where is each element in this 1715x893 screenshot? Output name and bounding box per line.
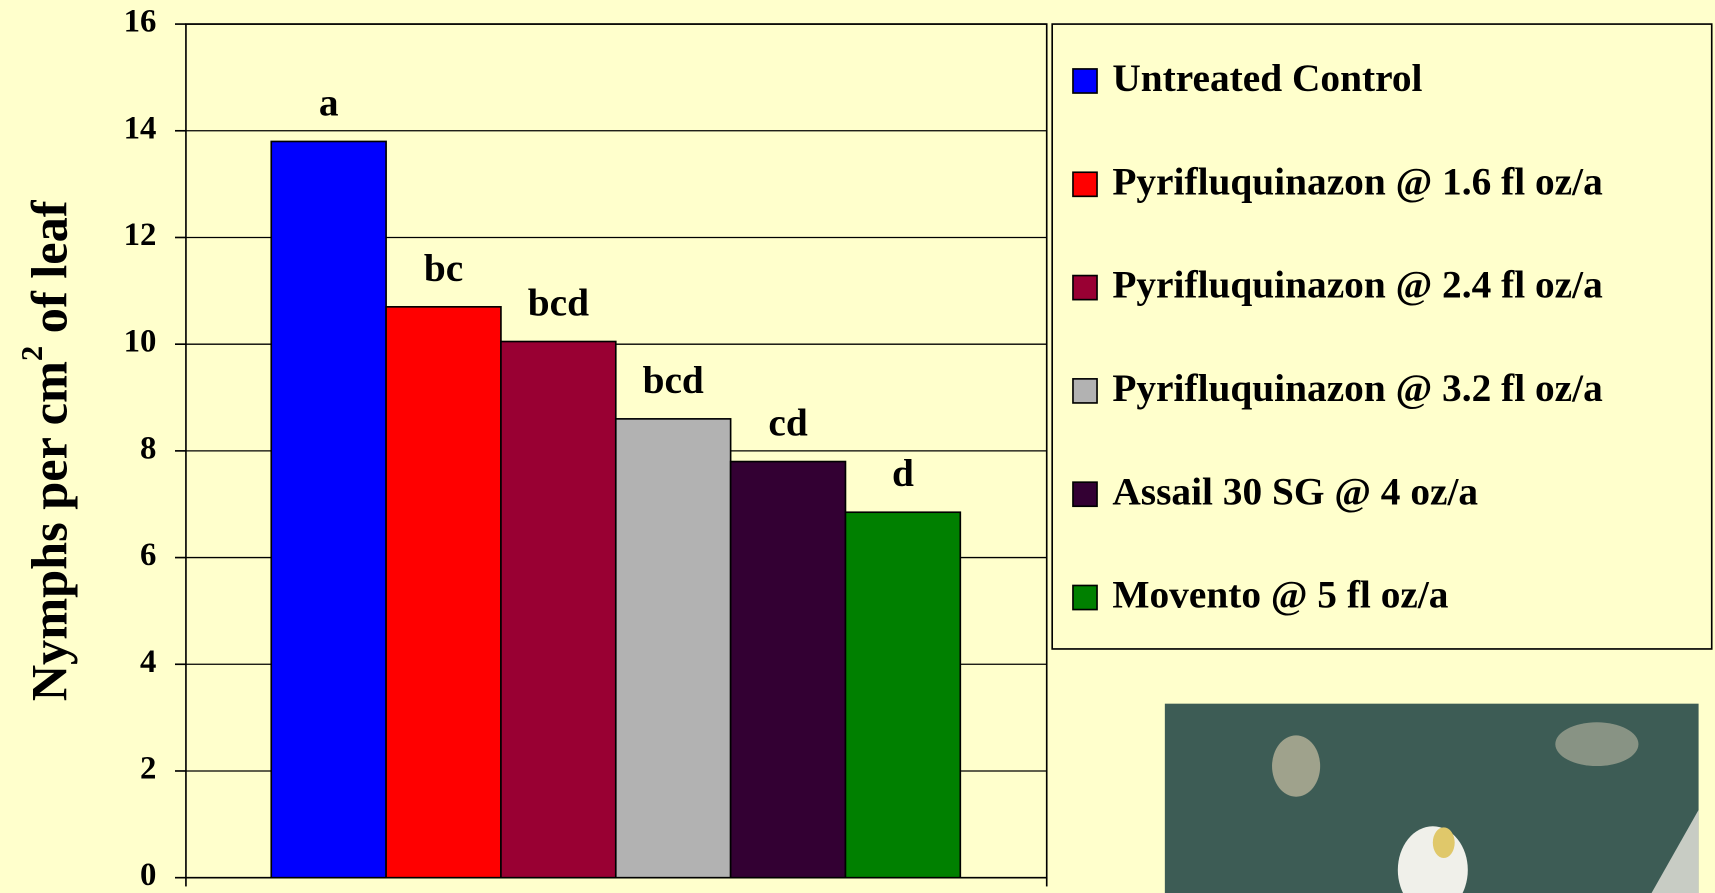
insect — [1272, 735, 1321, 797]
annotation: bcd — [528, 281, 589, 325]
bar — [844, 511, 962, 879]
legend-swatch — [1072, 378, 1098, 404]
y-tick-label: 2 — [140, 751, 156, 787]
legend-swatch — [1072, 274, 1098, 301]
y-tick-label: 0 — [140, 857, 156, 893]
bar — [729, 460, 847, 879]
y-tick-label: 12 — [124, 217, 157, 253]
leaf-vein — [1651, 809, 1699, 893]
annotation: d — [892, 451, 914, 495]
legend-label: Pyrifluquinazon @ 2.4 fl oz/a — [1112, 263, 1603, 307]
annotation: bcd — [643, 358, 704, 402]
annotation: bc — [424, 246, 463, 290]
bar — [614, 418, 732, 879]
legend-swatch — [1072, 584, 1098, 611]
y-axis-label: Nymphs per cm2 of leaf — [15, 199, 77, 701]
y-axis-label-text: of leaf — [21, 199, 77, 346]
bar — [385, 306, 502, 879]
y-axis-label-text: Nymphs per cm — [21, 361, 77, 701]
y-tick-label: 14 — [124, 110, 157, 146]
legend-label: Movento @ 5 fl oz/a — [1112, 573, 1448, 617]
y-tick-label: 4 — [140, 644, 156, 680]
legend-label: Untreated Control — [1112, 56, 1422, 100]
y-tick-label: 6 — [140, 537, 156, 573]
legend-swatch — [1072, 171, 1098, 198]
y-tick-label: 8 — [140, 430, 156, 466]
photo — [1164, 703, 1699, 893]
legend-label: Pyrifluquinazon @ 3.2 fl oz/a — [1112, 366, 1603, 410]
whitefly-body — [1432, 827, 1455, 858]
bar — [500, 340, 617, 879]
annotation: a — [319, 80, 339, 124]
y-tick-label: 10 — [124, 324, 157, 360]
legend-swatch — [1072, 68, 1098, 94]
legend-swatch — [1072, 481, 1098, 508]
annotation: cd — [768, 401, 807, 445]
y-tick-label: 16 — [124, 4, 157, 40]
legend-label: Pyrifluquinazon @ 1.6 fl oz/a — [1112, 159, 1603, 203]
y-axis-label-sup: 2 — [15, 346, 49, 361]
legend-label: Assail 30 SG @ 4 oz/a — [1112, 469, 1478, 513]
insect — [1555, 722, 1639, 767]
bar — [270, 140, 387, 879]
legend — [1051, 23, 1713, 650]
